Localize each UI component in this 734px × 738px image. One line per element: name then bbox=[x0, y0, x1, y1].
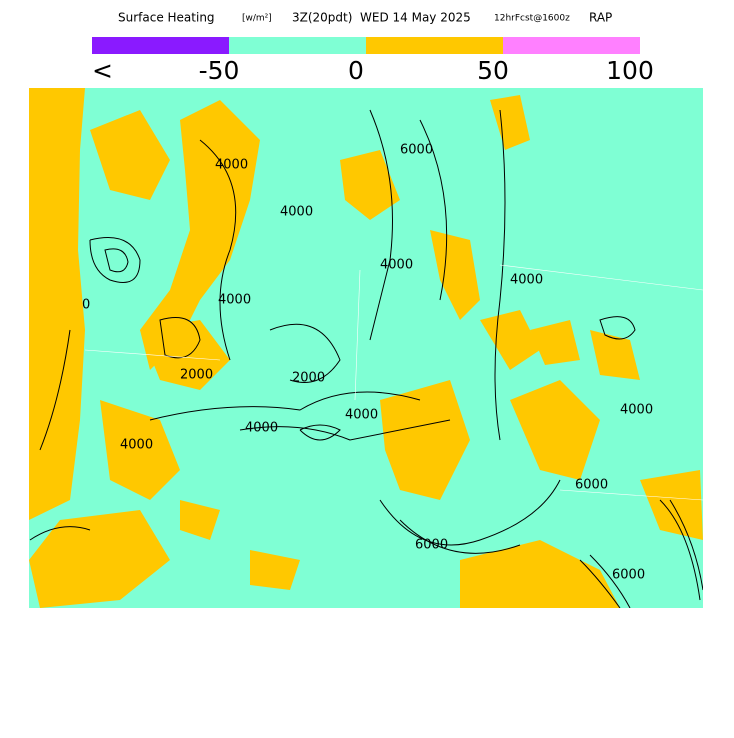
legend-label: < bbox=[92, 56, 113, 85]
contours bbox=[29, 109, 703, 608]
contour-label: 6000 bbox=[400, 143, 433, 158]
contour-label: 4000 bbox=[215, 158, 248, 173]
warm-regions bbox=[29, 88, 703, 608]
contour-label: 4000 bbox=[620, 403, 653, 418]
time: 3Z(20pdt) bbox=[292, 11, 352, 25]
legend-swatch bbox=[366, 37, 503, 54]
contour-label: 2000 bbox=[292, 371, 325, 386]
title-text: Surface Heating bbox=[118, 11, 215, 25]
contour-label: 4000 bbox=[280, 205, 313, 220]
legend-label: 0 bbox=[348, 56, 364, 85]
legend-swatch bbox=[229, 37, 366, 54]
contour-label: 4000 bbox=[245, 421, 278, 436]
legend-label: 50 bbox=[477, 56, 509, 85]
contour-label: 0 bbox=[82, 298, 90, 313]
contour-label: 6000 bbox=[575, 478, 608, 493]
legend-swatch bbox=[503, 37, 640, 54]
borders bbox=[84, 264, 703, 501]
title: Surface Heating [w/m²] 3Z(20pdt) WED 14 … bbox=[118, 11, 612, 25]
date: WED 14 May 2025 bbox=[360, 11, 471, 25]
map: 4000 6000 4000 4000 4000 2000 4000 2000 … bbox=[29, 88, 703, 608]
contour-label: 2000 bbox=[180, 368, 213, 383]
contour-label: 4000 bbox=[218, 293, 251, 308]
forecast: 12hrFcst@1600z bbox=[494, 14, 570, 24]
contour-label: 4000 bbox=[510, 273, 543, 288]
model: RAP bbox=[589, 11, 612, 25]
legend-label: 100 bbox=[606, 56, 654, 85]
contour-labels: 4000 6000 4000 4000 4000 2000 4000 2000 … bbox=[82, 143, 653, 583]
legend-label: -50 bbox=[199, 56, 240, 85]
contour-label: 6000 bbox=[415, 538, 448, 553]
contour-label: 4000 bbox=[120, 438, 153, 453]
contour-label: 4000 bbox=[380, 258, 413, 273]
legend: < -50 0 50 100 bbox=[92, 37, 654, 85]
legend-swatch bbox=[92, 37, 229, 54]
contour-label: 4000 bbox=[345, 408, 378, 423]
units: [w/m²] bbox=[242, 14, 272, 24]
contour-label: 6000 bbox=[612, 568, 645, 583]
